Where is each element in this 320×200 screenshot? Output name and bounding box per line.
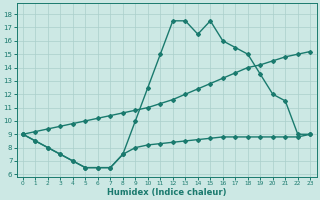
X-axis label: Humidex (Indice chaleur): Humidex (Indice chaleur) <box>107 188 226 197</box>
